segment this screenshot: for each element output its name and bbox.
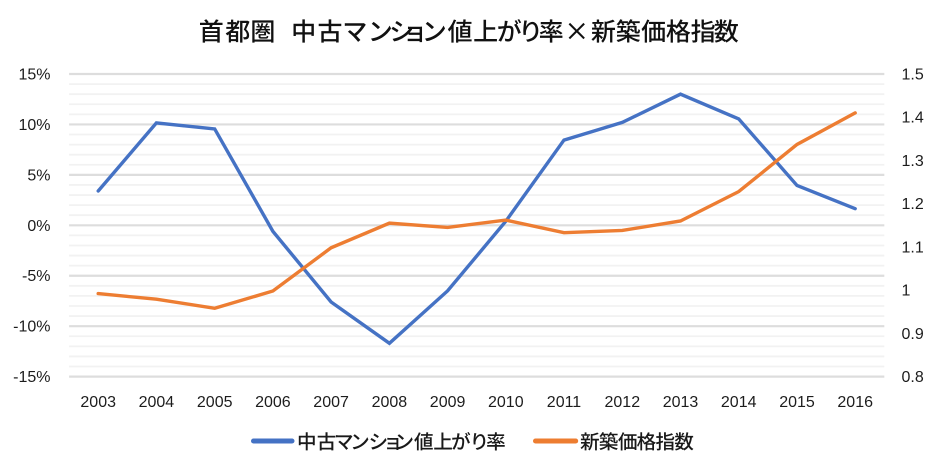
svg-text:2003: 2003: [80, 394, 116, 411]
svg-text:2013: 2013: [663, 394, 699, 411]
svg-text:2010: 2010: [488, 394, 524, 411]
svg-text:1.2: 1.2: [902, 196, 924, 213]
svg-text:0.9: 0.9: [902, 326, 924, 343]
svg-text:2015: 2015: [779, 394, 815, 411]
svg-text:1.5: 1.5: [902, 67, 924, 84]
svg-text:-15%: -15%: [13, 369, 50, 386]
svg-text:1.1: 1.1: [902, 239, 924, 256]
svg-text:-5%: -5%: [22, 268, 50, 285]
svg-text:5%: 5%: [27, 167, 50, 184]
svg-text:10%: 10%: [18, 117, 50, 134]
svg-text:1.4: 1.4: [902, 110, 924, 127]
svg-text:2011: 2011: [547, 394, 582, 411]
svg-text:2007: 2007: [313, 394, 349, 411]
svg-text:0%: 0%: [27, 218, 50, 235]
svg-text:2009: 2009: [430, 394, 466, 411]
svg-text:0.8: 0.8: [902, 369, 924, 386]
svg-text:2014: 2014: [721, 394, 757, 411]
svg-text:2012: 2012: [605, 394, 641, 411]
svg-text:2008: 2008: [372, 394, 408, 411]
svg-text:2006: 2006: [255, 394, 291, 411]
svg-text:-10%: -10%: [13, 319, 50, 336]
svg-text:2004: 2004: [139, 394, 175, 411]
svg-text:15%: 15%: [18, 67, 50, 84]
svg-text:1: 1: [902, 283, 911, 300]
svg-text:2016: 2016: [837, 394, 873, 411]
svg-text:1.3: 1.3: [902, 153, 924, 170]
svg-text:2005: 2005: [197, 394, 233, 411]
